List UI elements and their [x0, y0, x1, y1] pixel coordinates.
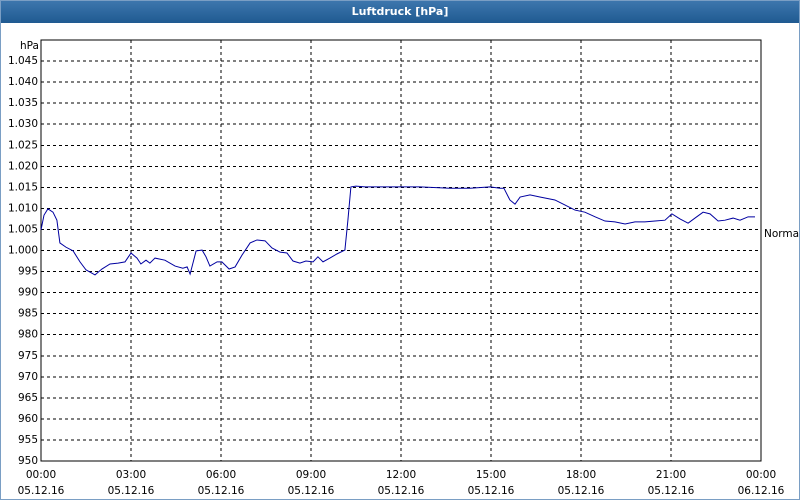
- y-tick-label: 1.020: [8, 160, 38, 172]
- title-bar: Luftdruck [hPa]: [1, 1, 799, 23]
- x-tick-label: 06:00: [206, 469, 236, 481]
- y-tick-label: 1.005: [8, 223, 38, 235]
- y-tick-label: 1.045: [8, 55, 38, 67]
- y-tick-label: 965: [18, 392, 38, 404]
- y-tick-label: 995: [18, 266, 38, 278]
- x-tick-label: 03:00: [116, 469, 146, 481]
- y-axis-unit: hPa: [20, 40, 39, 52]
- x-tick-date: 05.12.16: [108, 485, 155, 497]
- y-tick-label: 1.010: [8, 202, 38, 214]
- x-tick-label: 21:00: [656, 469, 686, 481]
- annotation: Normal: [764, 228, 799, 240]
- x-tick-label: 15:00: [476, 469, 506, 481]
- x-tick-label: 00:00: [746, 469, 776, 481]
- y-tick-label: 1.035: [8, 97, 38, 109]
- y-tick-label: 955: [18, 434, 38, 446]
- x-tick-label: 12:00: [386, 469, 416, 481]
- y-tick-label: 1.000: [8, 245, 38, 257]
- x-tick-date: 05.12.16: [198, 485, 245, 497]
- y-tick-label: 1.040: [8, 76, 38, 88]
- x-tick-date: 05.12.16: [378, 485, 425, 497]
- y-tick-label: 1.030: [8, 118, 38, 130]
- y-tick-label: 1.015: [8, 181, 38, 193]
- y-tick-label: 985: [18, 308, 38, 320]
- x-tick-date: 05.12.16: [468, 485, 515, 497]
- y-tick-label: 980: [18, 329, 38, 341]
- x-tick-date: 05.12.16: [648, 485, 695, 497]
- x-tick-date: 06.12.16: [738, 485, 785, 497]
- y-tick-label: 960: [18, 413, 38, 425]
- y-tick-label: 975: [18, 350, 38, 362]
- x-tick-label: 18:00: [566, 469, 596, 481]
- y-tick-label: 970: [18, 371, 38, 383]
- x-tick-label: 09:00: [296, 469, 326, 481]
- plot-border: [40, 39, 762, 462]
- x-tick-date: 05.12.16: [558, 485, 605, 497]
- x-tick-date: 05.12.16: [18, 485, 65, 497]
- x-tick-date: 05.12.16: [288, 485, 335, 497]
- y-tick-label: 990: [18, 287, 38, 299]
- x-tick-label: 00:00: [26, 469, 56, 481]
- y-tick-label: 1.025: [8, 139, 38, 151]
- data-line: [40, 185, 755, 276]
- y-tick-label: 950: [18, 455, 38, 467]
